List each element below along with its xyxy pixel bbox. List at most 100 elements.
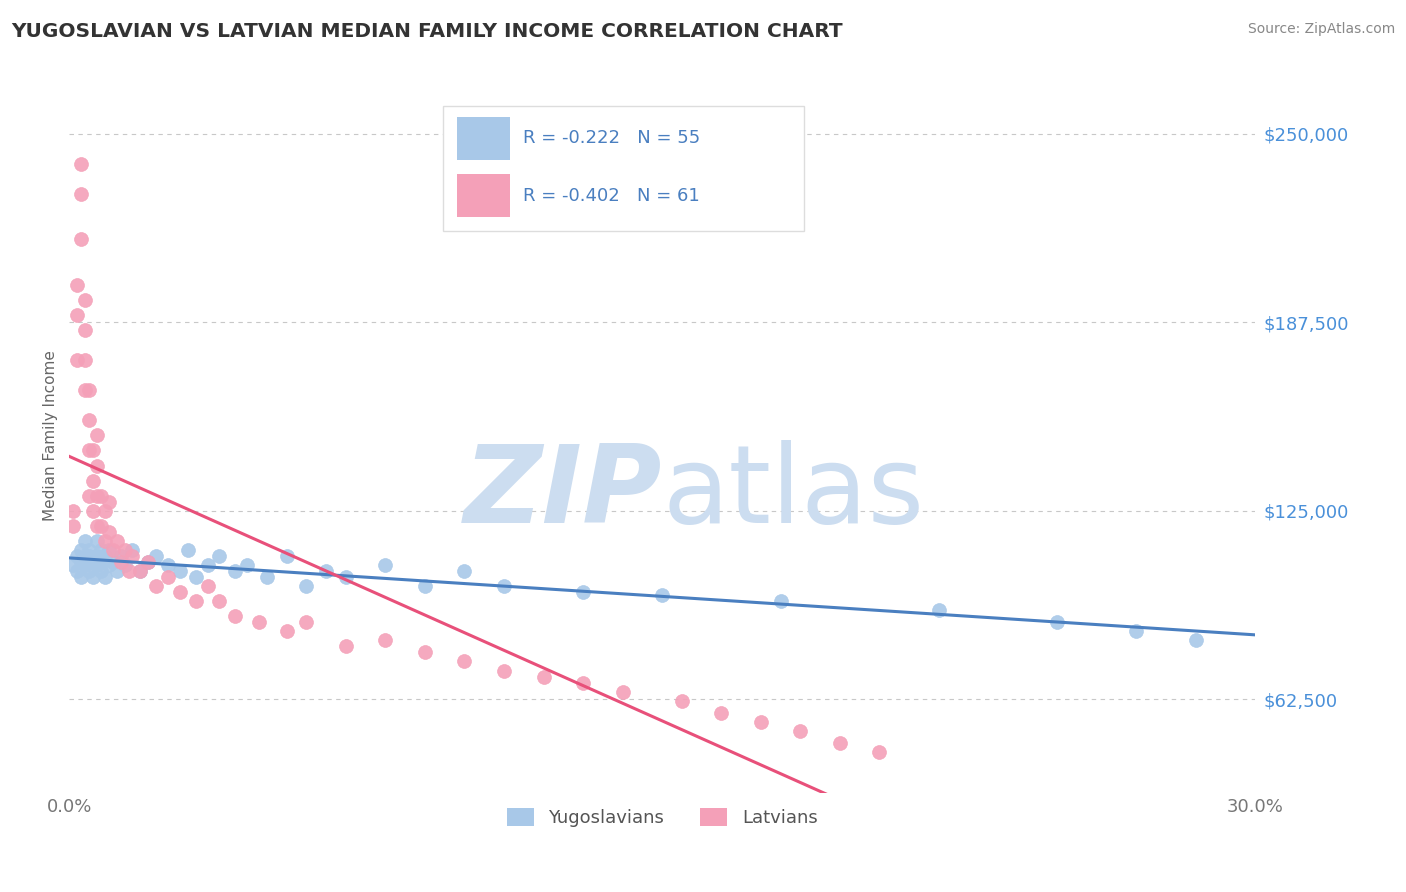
- Y-axis label: Median Family Income: Median Family Income: [44, 350, 58, 521]
- Point: [77, 564, 100, 578]
- Point: [208, 594, 231, 608]
- Point: [86, 489, 108, 503]
- Point: [533, 669, 555, 683]
- Point: [492, 664, 515, 678]
- Point: [66, 564, 89, 578]
- Point: [90, 555, 112, 569]
- Point: [928, 603, 950, 617]
- Point: [86, 458, 108, 473]
- Point: [789, 723, 811, 738]
- Point: [66, 277, 89, 292]
- Point: [77, 489, 100, 503]
- Point: [177, 543, 200, 558]
- Point: [73, 558, 96, 572]
- Point: [169, 564, 191, 578]
- Point: [197, 579, 219, 593]
- Point: [97, 524, 120, 539]
- Point: [70, 555, 93, 569]
- Point: [1046, 615, 1069, 630]
- Point: [70, 157, 93, 171]
- Point: [315, 564, 337, 578]
- Point: [110, 555, 132, 569]
- Legend: Yugoslavians, Latvians: Yugoslavians, Latvians: [499, 801, 825, 834]
- Point: [129, 564, 152, 578]
- Point: [129, 564, 152, 578]
- Point: [572, 675, 595, 690]
- Point: [82, 504, 104, 518]
- Point: [612, 684, 634, 698]
- Bar: [457, 117, 510, 160]
- Point: [86, 558, 108, 572]
- Point: [184, 594, 207, 608]
- Point: [169, 585, 191, 599]
- Point: [1125, 624, 1147, 639]
- Point: [671, 693, 693, 707]
- Point: [70, 570, 93, 584]
- Point: [247, 615, 270, 630]
- Point: [276, 624, 298, 639]
- Point: [453, 655, 475, 669]
- Point: [73, 383, 96, 397]
- Point: [62, 558, 84, 572]
- Point: [86, 518, 108, 533]
- Point: [94, 570, 117, 584]
- Point: [335, 570, 357, 584]
- Text: Source: ZipAtlas.com: Source: ZipAtlas.com: [1247, 22, 1395, 37]
- Point: [86, 428, 108, 442]
- Point: [651, 588, 673, 602]
- Point: [73, 353, 96, 368]
- Point: [256, 570, 278, 584]
- Point: [73, 533, 96, 548]
- Point: [492, 579, 515, 593]
- Point: [73, 323, 96, 337]
- Point: [97, 558, 120, 572]
- Point: [101, 555, 124, 569]
- Point: [869, 745, 891, 759]
- Point: [105, 564, 128, 578]
- Point: [413, 645, 436, 659]
- Bar: [457, 174, 510, 217]
- Point: [66, 353, 89, 368]
- Point: [62, 518, 84, 533]
- Point: [82, 555, 104, 569]
- Point: [114, 543, 136, 558]
- Point: [374, 633, 396, 648]
- Text: YUGOSLAVIAN VS LATVIAN MEDIAN FAMILY INCOME CORRELATION CHART: YUGOSLAVIAN VS LATVIAN MEDIAN FAMILY INC…: [11, 22, 842, 41]
- Point: [101, 543, 124, 558]
- Point: [224, 564, 246, 578]
- FancyBboxPatch shape: [443, 106, 804, 231]
- Point: [94, 549, 117, 563]
- Point: [828, 736, 851, 750]
- Point: [82, 443, 104, 458]
- Point: [77, 549, 100, 563]
- Point: [184, 570, 207, 584]
- Point: [295, 579, 318, 593]
- Point: [77, 443, 100, 458]
- Point: [77, 383, 100, 397]
- Point: [90, 543, 112, 558]
- Point: [769, 594, 792, 608]
- Point: [77, 543, 100, 558]
- Point: [86, 549, 108, 563]
- Point: [114, 558, 136, 572]
- Point: [208, 549, 231, 563]
- Point: [145, 549, 167, 563]
- Point: [66, 549, 89, 563]
- Point: [224, 609, 246, 624]
- Point: [572, 585, 595, 599]
- Point: [374, 558, 396, 572]
- Point: [97, 543, 120, 558]
- Point: [453, 564, 475, 578]
- Point: [145, 579, 167, 593]
- Point: [70, 232, 93, 246]
- Point: [335, 640, 357, 654]
- Point: [62, 504, 84, 518]
- Point: [70, 187, 93, 202]
- Point: [197, 558, 219, 572]
- Point: [66, 308, 89, 322]
- Point: [90, 489, 112, 503]
- Point: [90, 518, 112, 533]
- Point: [1184, 633, 1206, 648]
- Point: [236, 558, 259, 572]
- Point: [82, 570, 104, 584]
